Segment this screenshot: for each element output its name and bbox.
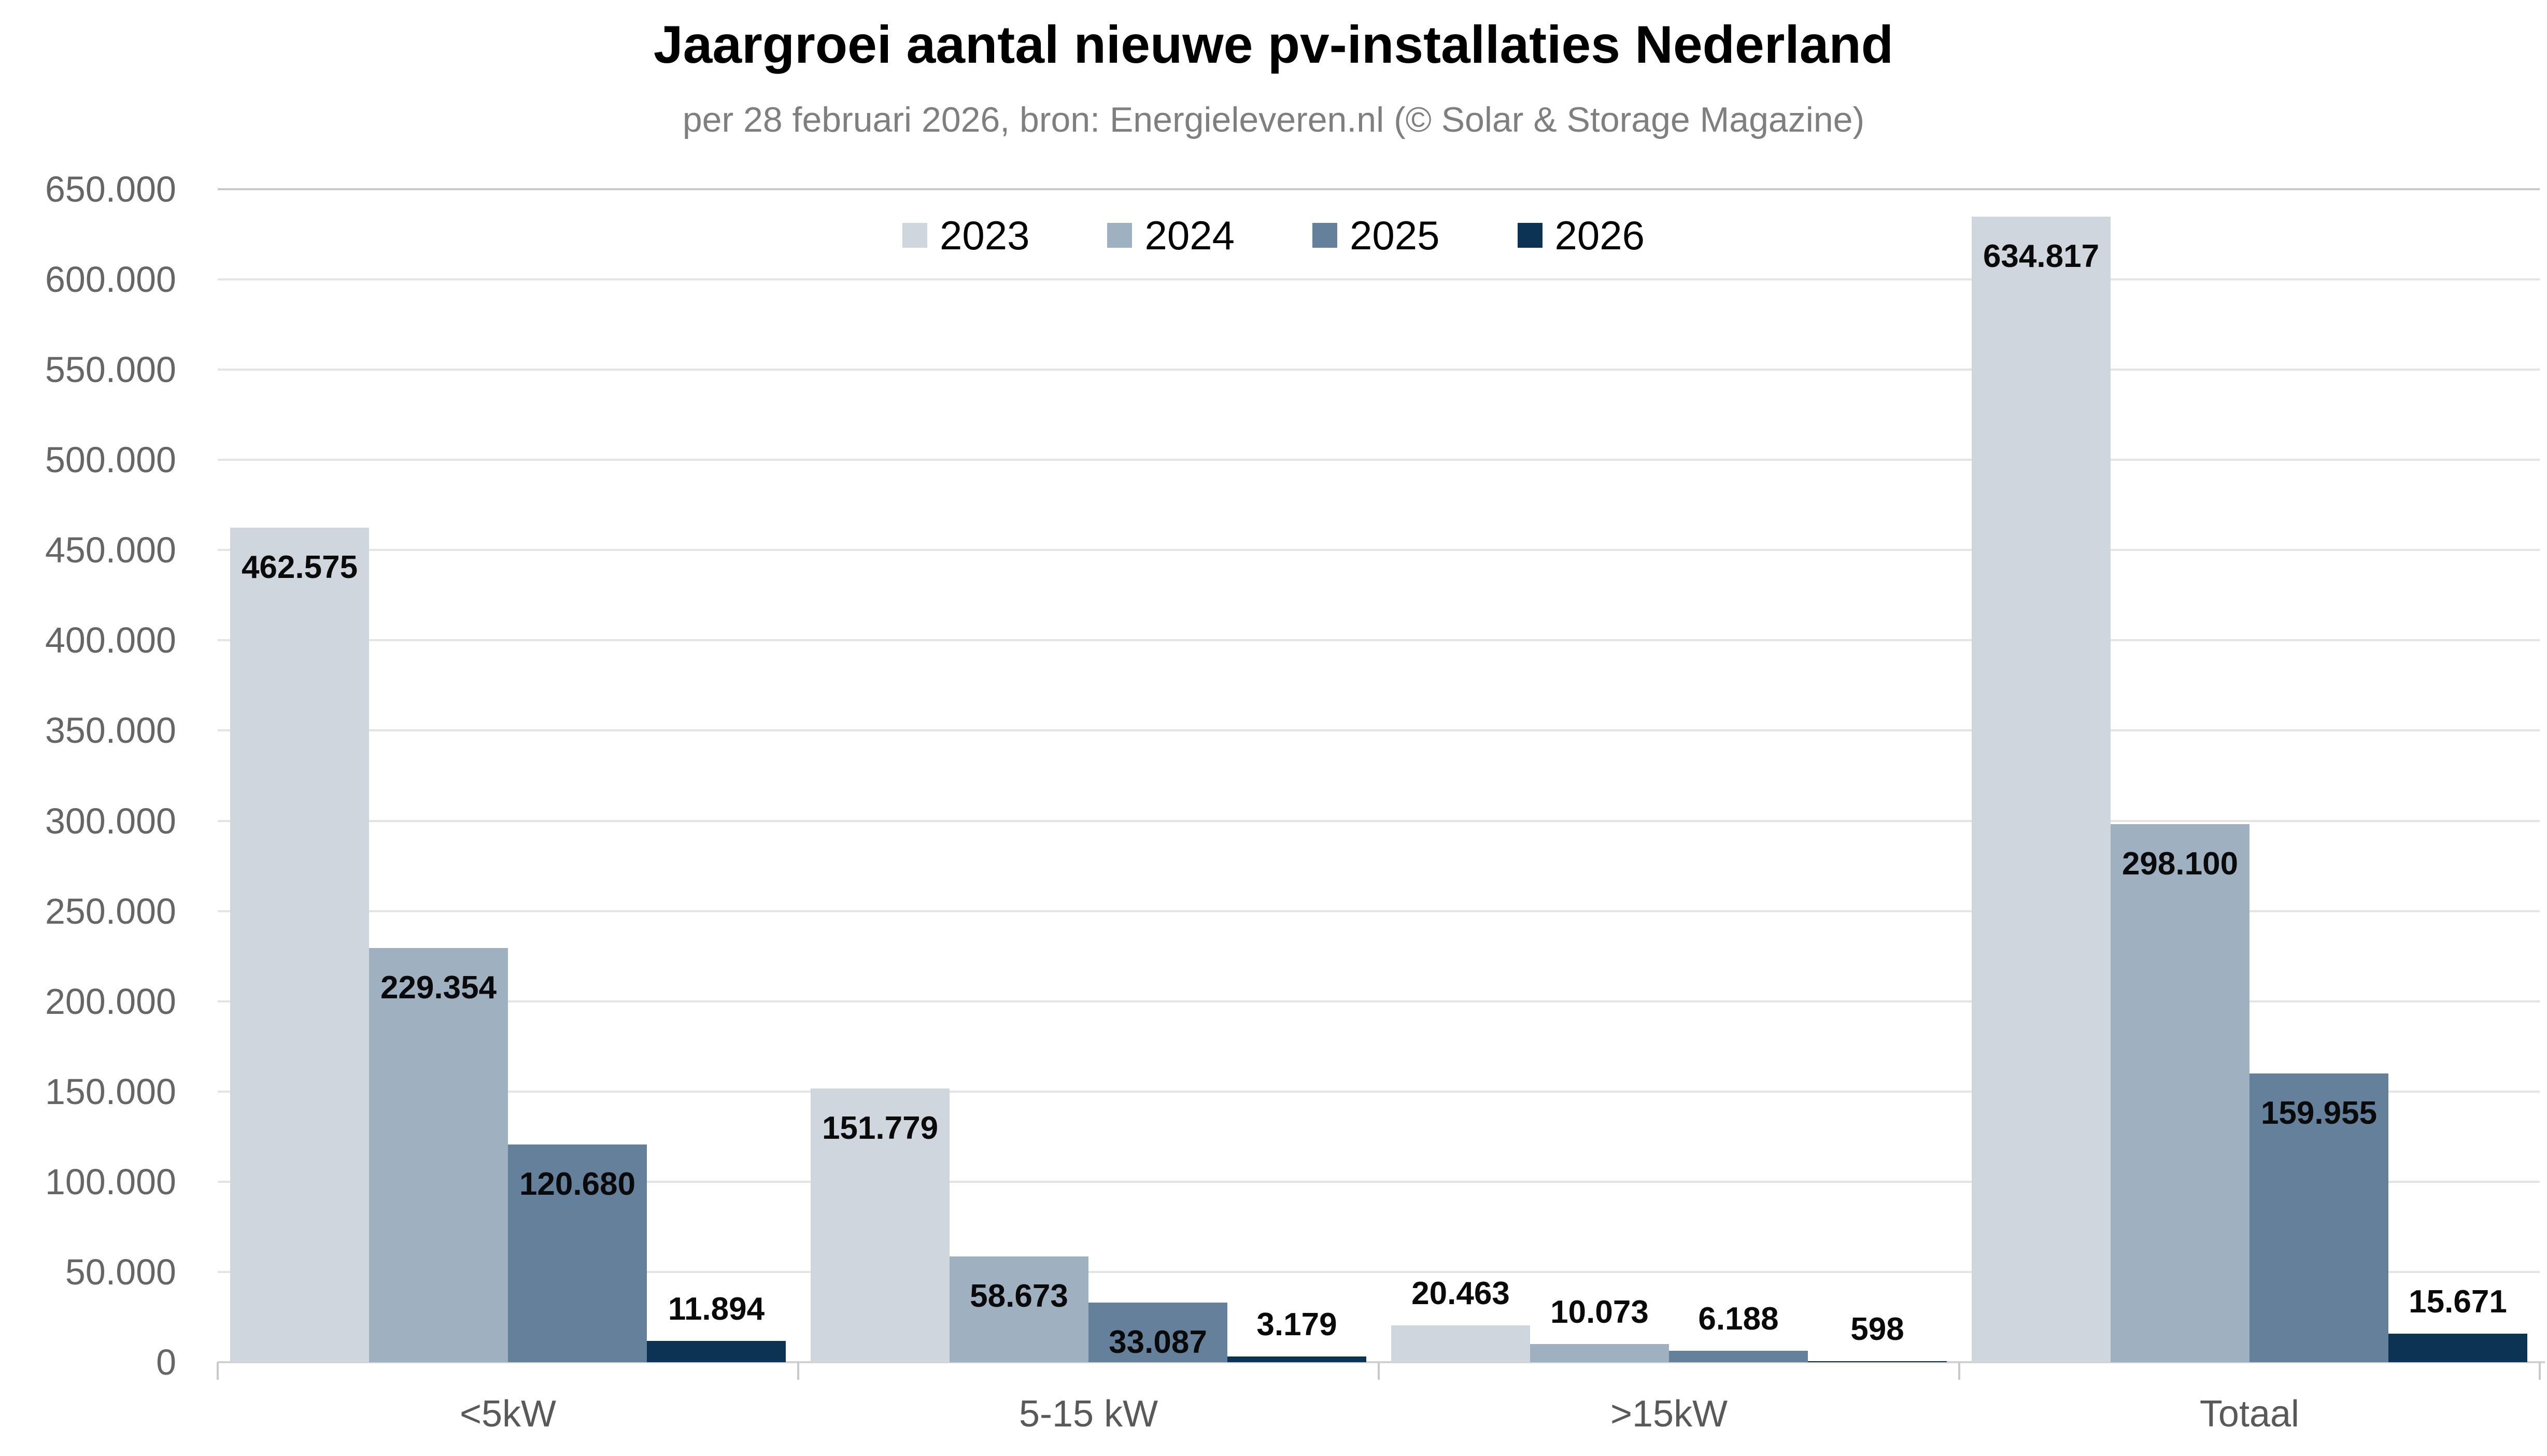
legend-item-2024: 2024	[1107, 215, 1235, 256]
x-axis-category-label: Totaal	[2199, 1393, 2300, 1435]
bar-value-label: 634.817	[1983, 238, 2100, 274]
bar-2025	[1088, 1302, 1227, 1362]
bar-2023	[1391, 1325, 1530, 1362]
y-axis-tick-label: 150.000	[45, 1071, 176, 1112]
bar-2025	[1669, 1351, 1808, 1362]
y-axis-tick-label: 600.000	[45, 259, 176, 300]
gridline	[218, 1180, 2540, 1183]
bar-2023	[811, 1088, 950, 1362]
gridline	[218, 1090, 2540, 1093]
legend-swatch-icon	[902, 223, 927, 248]
bar-2025	[2249, 1073, 2388, 1362]
chart-title: Jaargroei aantal nieuwe pv-installaties …	[653, 15, 1894, 74]
bar-value-label: 159.955	[2260, 1095, 2378, 1132]
gridline	[218, 729, 2540, 732]
bar-value-label: 15.671	[2409, 1284, 2507, 1320]
gridline	[218, 459, 2540, 461]
y-axis-tick-label: 500.000	[45, 440, 176, 480]
bar-2023	[1972, 216, 2111, 1362]
gridline	[218, 1000, 2540, 1002]
x-axis-category-label: <5kW	[459, 1393, 557, 1435]
bar-2024	[369, 948, 508, 1362]
bar-2024	[1530, 1344, 1669, 1362]
x-axis-line	[218, 1361, 2545, 1363]
gridline	[218, 188, 2540, 190]
y-axis-tick-label: 250.000	[45, 890, 176, 931]
x-axis-category-label: >15kW	[1610, 1393, 1728, 1435]
bar-value-label: 3.179	[1256, 1306, 1337, 1342]
bar-2026	[647, 1340, 786, 1362]
bar-2026	[1808, 1361, 1947, 1362]
y-axis-tick-label: 50.000	[65, 1251, 176, 1292]
gridline	[218, 1270, 2540, 1273]
legend-item-2025: 2025	[1312, 215, 1440, 256]
legend-swatch-icon	[1312, 223, 1337, 248]
legend-swatch-icon	[1517, 223, 1543, 248]
bar-value-label: 151.779	[822, 1110, 939, 1146]
gridline	[218, 639, 2540, 642]
bar-2026	[1227, 1356, 1366, 1362]
y-axis-tick-label: 200.000	[45, 981, 176, 1022]
bar-value-label: 33.087	[1109, 1324, 1207, 1360]
bar-value-label: 229.354	[380, 970, 497, 1006]
x-axis-tick	[1378, 1362, 1380, 1380]
bar-value-label: 598	[1850, 1311, 1904, 1347]
bar-2023	[230, 527, 369, 1362]
bar-2024	[2111, 824, 2249, 1362]
legend-item-2023: 2023	[902, 213, 1030, 258]
x-axis-category-label: 5-15 kW	[1018, 1393, 1158, 1435]
legend-label: 2025	[1350, 213, 1440, 258]
bar-value-label: 6.188	[1698, 1301, 1779, 1337]
bar-value-label: 20.463	[1411, 1275, 1510, 1311]
y-axis-tick-label: 550.000	[45, 349, 176, 390]
gridline	[218, 369, 2540, 371]
bar-value-label: 10.073	[1550, 1294, 1649, 1330]
gridline	[218, 819, 2540, 822]
y-axis-tick-label: 650.000	[45, 169, 176, 209]
y-axis-tick-label: 100.000	[45, 1161, 176, 1202]
bar-2026	[2388, 1334, 2527, 1362]
bar-value-label: 11.894	[668, 1291, 765, 1327]
x-axis-tick	[217, 1362, 219, 1380]
gridline	[218, 278, 2540, 281]
y-axis-tick-label: 300.000	[45, 800, 176, 841]
gridline	[218, 910, 2540, 912]
y-axis-tick-label: 0	[156, 1342, 176, 1382]
bar-value-label: 462.575	[241, 549, 358, 585]
legend-label: 2023	[939, 213, 1030, 258]
chart-subtitle: per 28 februari 2026, bron: Energielever…	[682, 100, 1865, 139]
x-axis-tick	[797, 1362, 799, 1380]
legend-label: 2024	[1144, 213, 1235, 258]
bar-2024	[950, 1256, 1088, 1362]
bar-value-label: 120.680	[519, 1166, 636, 1202]
legend-item-2026: 2026	[1517, 213, 1645, 258]
y-axis-tick-label: 400.000	[45, 620, 176, 661]
legend-swatch-icon	[1107, 223, 1133, 248]
x-axis-tick	[1958, 1362, 1960, 1380]
legend-label: 2026	[1554, 213, 1645, 258]
y-axis-tick-label: 350.000	[45, 710, 176, 751]
bar-value-label: 298.100	[2121, 846, 2239, 882]
bar-value-label: 58.673	[970, 1278, 1068, 1314]
gridline	[218, 549, 2540, 552]
y-axis-tick-label: 450.000	[45, 530, 176, 571]
legend: 2023 2024 2025 2026	[0, 209, 2547, 261]
bar-2025	[508, 1144, 647, 1362]
x-axis-tick	[2539, 1362, 2541, 1380]
